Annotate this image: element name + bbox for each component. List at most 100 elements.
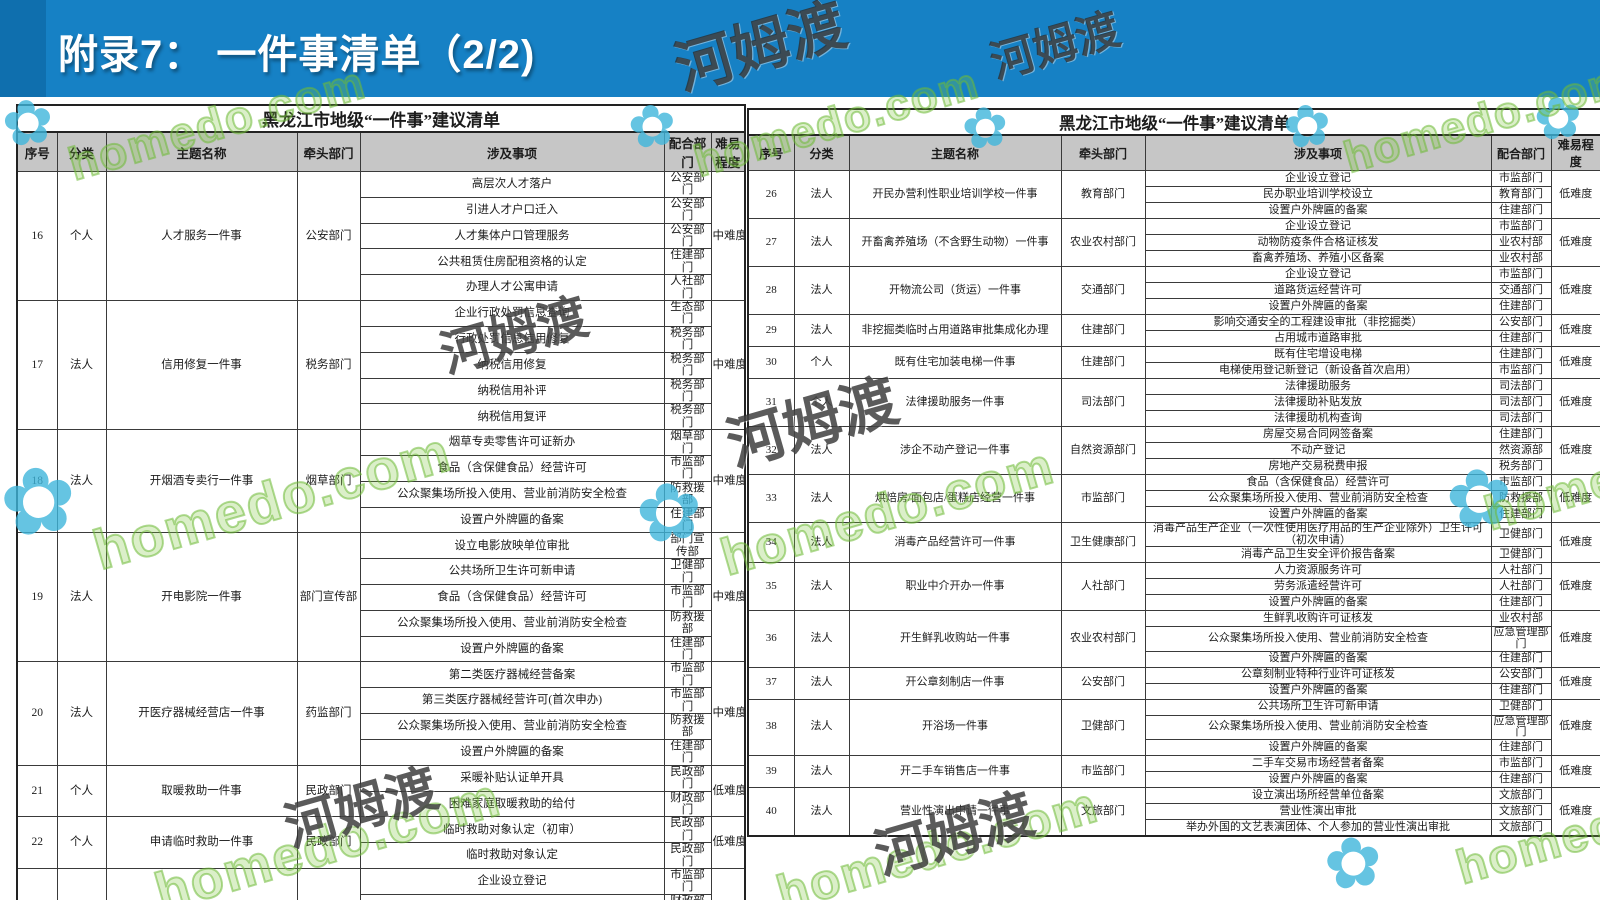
cell-theme: 开二手车销售店一件事 [848, 754, 1062, 788]
column-header: 主题名称 [105, 131, 298, 172]
cell-matter: 第二类医疗器械经营备案 [359, 661, 665, 689]
cell-lead-dept: 农业农村部门 [1060, 610, 1146, 668]
suggestion-table-right: 黑龙江市地级“一件事”建议清单 序号 分类 主题名称 牵头部门 涉及事项 配合部门 难易程度 2… [746, 108, 1600, 837]
cell-no: 33 [747, 474, 795, 523]
cell-coop-dept: 住建部门 [1490, 770, 1552, 788]
cell-theme: 消毒产品经营许可一件事 [848, 521, 1062, 564]
cell-matter: 电梯使用登记新登记（新设备首次启用） [1144, 362, 1492, 379]
cell-category: 法人 [793, 610, 850, 668]
column-header: 分类 [793, 134, 850, 171]
table-row: 临时救助对象认定 民政部门 [17, 842, 745, 869]
column-header: 牵头部门 [296, 131, 361, 172]
cell-matter: 设置户外牌匾的备案 [359, 738, 665, 766]
cell-coop-dept: 税务部门 [663, 377, 712, 405]
column-header: 分类 [56, 131, 107, 172]
cell-matter: 困难家庭取暖救助的给付 [359, 790, 665, 818]
cell-coop-dept: 市监部门 [1490, 362, 1552, 379]
cell-coop-dept: 公安部门 [663, 222, 712, 250]
table-left: 黑龙江市地级“一件事”建议清单 序号 分类 主题名称 牵头部门 涉及事项 配合部门 难易程度 1… [15, 104, 747, 900]
cell-difficulty: 中难度 [710, 429, 746, 534]
table-row: 公众聚集场所投入使用、营业前消防安全检查 应急管理部门 [748, 626, 1600, 652]
table-row: 公众聚集场所投入使用、营业前消防安全检查 防救援部 [17, 609, 745, 637]
table-row: 公共场所卫生许可新申请 卫健部门 [17, 558, 745, 585]
cell-matter: 纳税信用修复 [359, 351, 665, 379]
cell-coop-dept: 住建部门 [1490, 298, 1552, 315]
cell-matter: 高层次人才落户 [359, 171, 665, 198]
cell-no: 34 [747, 521, 795, 564]
table-row: 31 个人 法律援助服务一件事 司法部门 法律援助服务 司法部门 低难度 [747, 378, 1600, 427]
cell-lead-dept: 烟草部门 [296, 429, 361, 534]
cell-matter: 设置户外牌匾的备案 [1144, 202, 1492, 219]
cell-theme: 法律援助服务一件事 [848, 378, 1062, 427]
cell-coop-dept: 公安部门 [663, 196, 712, 224]
cell-category: 法人 [793, 170, 850, 219]
cell-theme: 营业性演出申请一件事 [848, 786, 1062, 837]
cell-coop-dept: 公安部门 [1490, 666, 1552, 684]
cell-no: 20 [16, 661, 58, 766]
cell-theme: 涉企不动产登记一件事 [848, 426, 1062, 475]
table-row: 35 法人 职业中介开办一件事 人社部门 人力资源服务许可 人社部门 低难度 [747, 562, 1600, 612]
cell-lead-dept: 药监部门 [296, 661, 361, 766]
cell-category: 法人 [56, 867, 107, 900]
table-row: 公众聚集场所投入使用、营业前消防安全检查 应急管理部门 [748, 714, 1600, 740]
cell-difficulty: 低难度 [1550, 170, 1600, 219]
cell-coop-dept: 公安部门 [1490, 314, 1552, 331]
table-right: 黑龙江市地级“一件事”建议清单 序号 分类 主题名称 牵头部门 涉及事项 配合部门 难易程度 2… [746, 108, 1600, 837]
cell-coop-dept: 税务部门 [663, 351, 712, 379]
cell-lead-dept: 税务部门 [296, 300, 361, 431]
cell-category: 法人 [56, 661, 107, 766]
cell-theme: 开电影院一件事 [105, 532, 298, 663]
table-row: 法律援助补贴发放 司法部门 [748, 394, 1600, 411]
table-row: 民办职业培训学校设立 教育部门 [748, 186, 1600, 203]
cell-lead-dept: 住建部门 [1060, 314, 1146, 347]
cell-coop-dept: 业农村部 [1490, 250, 1552, 267]
cell-lead-dept: 部门宣传部 [296, 532, 361, 663]
table-row: 33 法人 烘焙房/面包店/蛋糕店经营一件事 市监部门 食品（含保健食品）经营许可 市监部… [747, 474, 1600, 523]
cell-no: 29 [747, 314, 795, 347]
cell-matter: 法律援助机构查询 [1144, 410, 1492, 427]
table-row: 营业性演出审批 文旅部门 [748, 802, 1600, 820]
cell-category: 法人 [793, 698, 850, 756]
cell-difficulty: 低难度 [1550, 786, 1600, 837]
cell-matter: 企业行政处罚信息查询 [359, 300, 665, 327]
cell-coop-dept: 住建部门 [663, 506, 712, 534]
cell-coop-dept: 税务部门 [663, 403, 712, 431]
cell-difficulty: 中难度 [710, 661, 746, 766]
suggestion-table-left: 黑龙江市地级“一件事”建议清单 序号 分类 主题名称 牵头部门 涉及事项 配合部门 难易程度 1… [15, 104, 747, 900]
cell-theme: 开公章刻制店一件事 [848, 666, 1062, 700]
cell-category: 个人 [793, 378, 850, 427]
cell-theme: 开生鲜乳收购站一件事 [848, 610, 1062, 668]
cell-coop-dept: 住建部门 [663, 738, 712, 766]
table-row: 20 法人 开医疗器械经营店一件事 药监部门 第二类医疗器械经营备案 市监部门 中难度 [16, 661, 746, 766]
cell-coop-dept: 住建部门 [663, 248, 712, 276]
cell-matter: 引进人才户口迁入 [359, 196, 665, 224]
page-title: 附录7： 一件事清单（2/2) [58, 33, 536, 77]
table-row: 39 法人 开二手车销售店一件事 市监部门 二手车交易市场经营者备案 市监部门 低难度 [747, 754, 1600, 788]
table-row: 29 法人 非挖掘类临时占用道路审批集成化办理 住建部门 影响交通安全的工程建设审批（非… [747, 314, 1600, 347]
cell-coop-dept: 民政部门 [663, 764, 712, 792]
table-title: 黑龙江市地级“一件事”建议清单 [746, 108, 1600, 136]
cell-lead-dept: 自然资源部门 [1060, 426, 1146, 475]
cell-coop-dept: 然资源部 [1490, 442, 1552, 459]
cell-no: 21 [16, 764, 58, 818]
cell-difficulty: 低难度 [710, 867, 746, 900]
cell-theme: 非挖掘类临时占用道路审批集成化办理 [848, 314, 1062, 347]
cell-lead-dept: 交通部门 [1060, 266, 1146, 315]
cell-matter: 纳税信用复评 [359, 403, 665, 431]
cell-no: 40 [747, 786, 795, 837]
table-row: 设置户外牌匾的备案 住建部门 [748, 770, 1600, 788]
table-row: 21 个人 取暖救助一件事 民政部门 采暖补贴认证单开具 民政部门 低难度 [16, 764, 746, 818]
cell-coop-dept: 住建部门 [1490, 682, 1552, 700]
cell-coop-dept: 住建部门 [1490, 594, 1552, 612]
cell-matter: 公众聚集场所投入使用、营业前消防安全检查 [359, 480, 665, 508]
column-header: 难易程度 [1550, 134, 1600, 171]
table-row: 40 法人 营业性演出申请一件事 文旅部门 设立演出场所经营单位备案 文旅部门 低难度 [747, 786, 1600, 837]
table-row: 27 法人 开畜禽养殖场（不含野生动物）一件事 农业农村部门 企业设立登记 市监部门 低难度 [747, 218, 1600, 267]
cell-lead-dept: 卫健部门 [1060, 698, 1146, 756]
table-row: 设置户外牌匾的备案 住建部门 [17, 738, 745, 766]
cell-category: 个人 [56, 170, 107, 302]
table-row: 设置户外牌匾的备案 住建部门 [748, 594, 1600, 612]
cell-coop-dept: 业农村部 [1490, 234, 1552, 251]
cell-no: 32 [747, 426, 795, 475]
